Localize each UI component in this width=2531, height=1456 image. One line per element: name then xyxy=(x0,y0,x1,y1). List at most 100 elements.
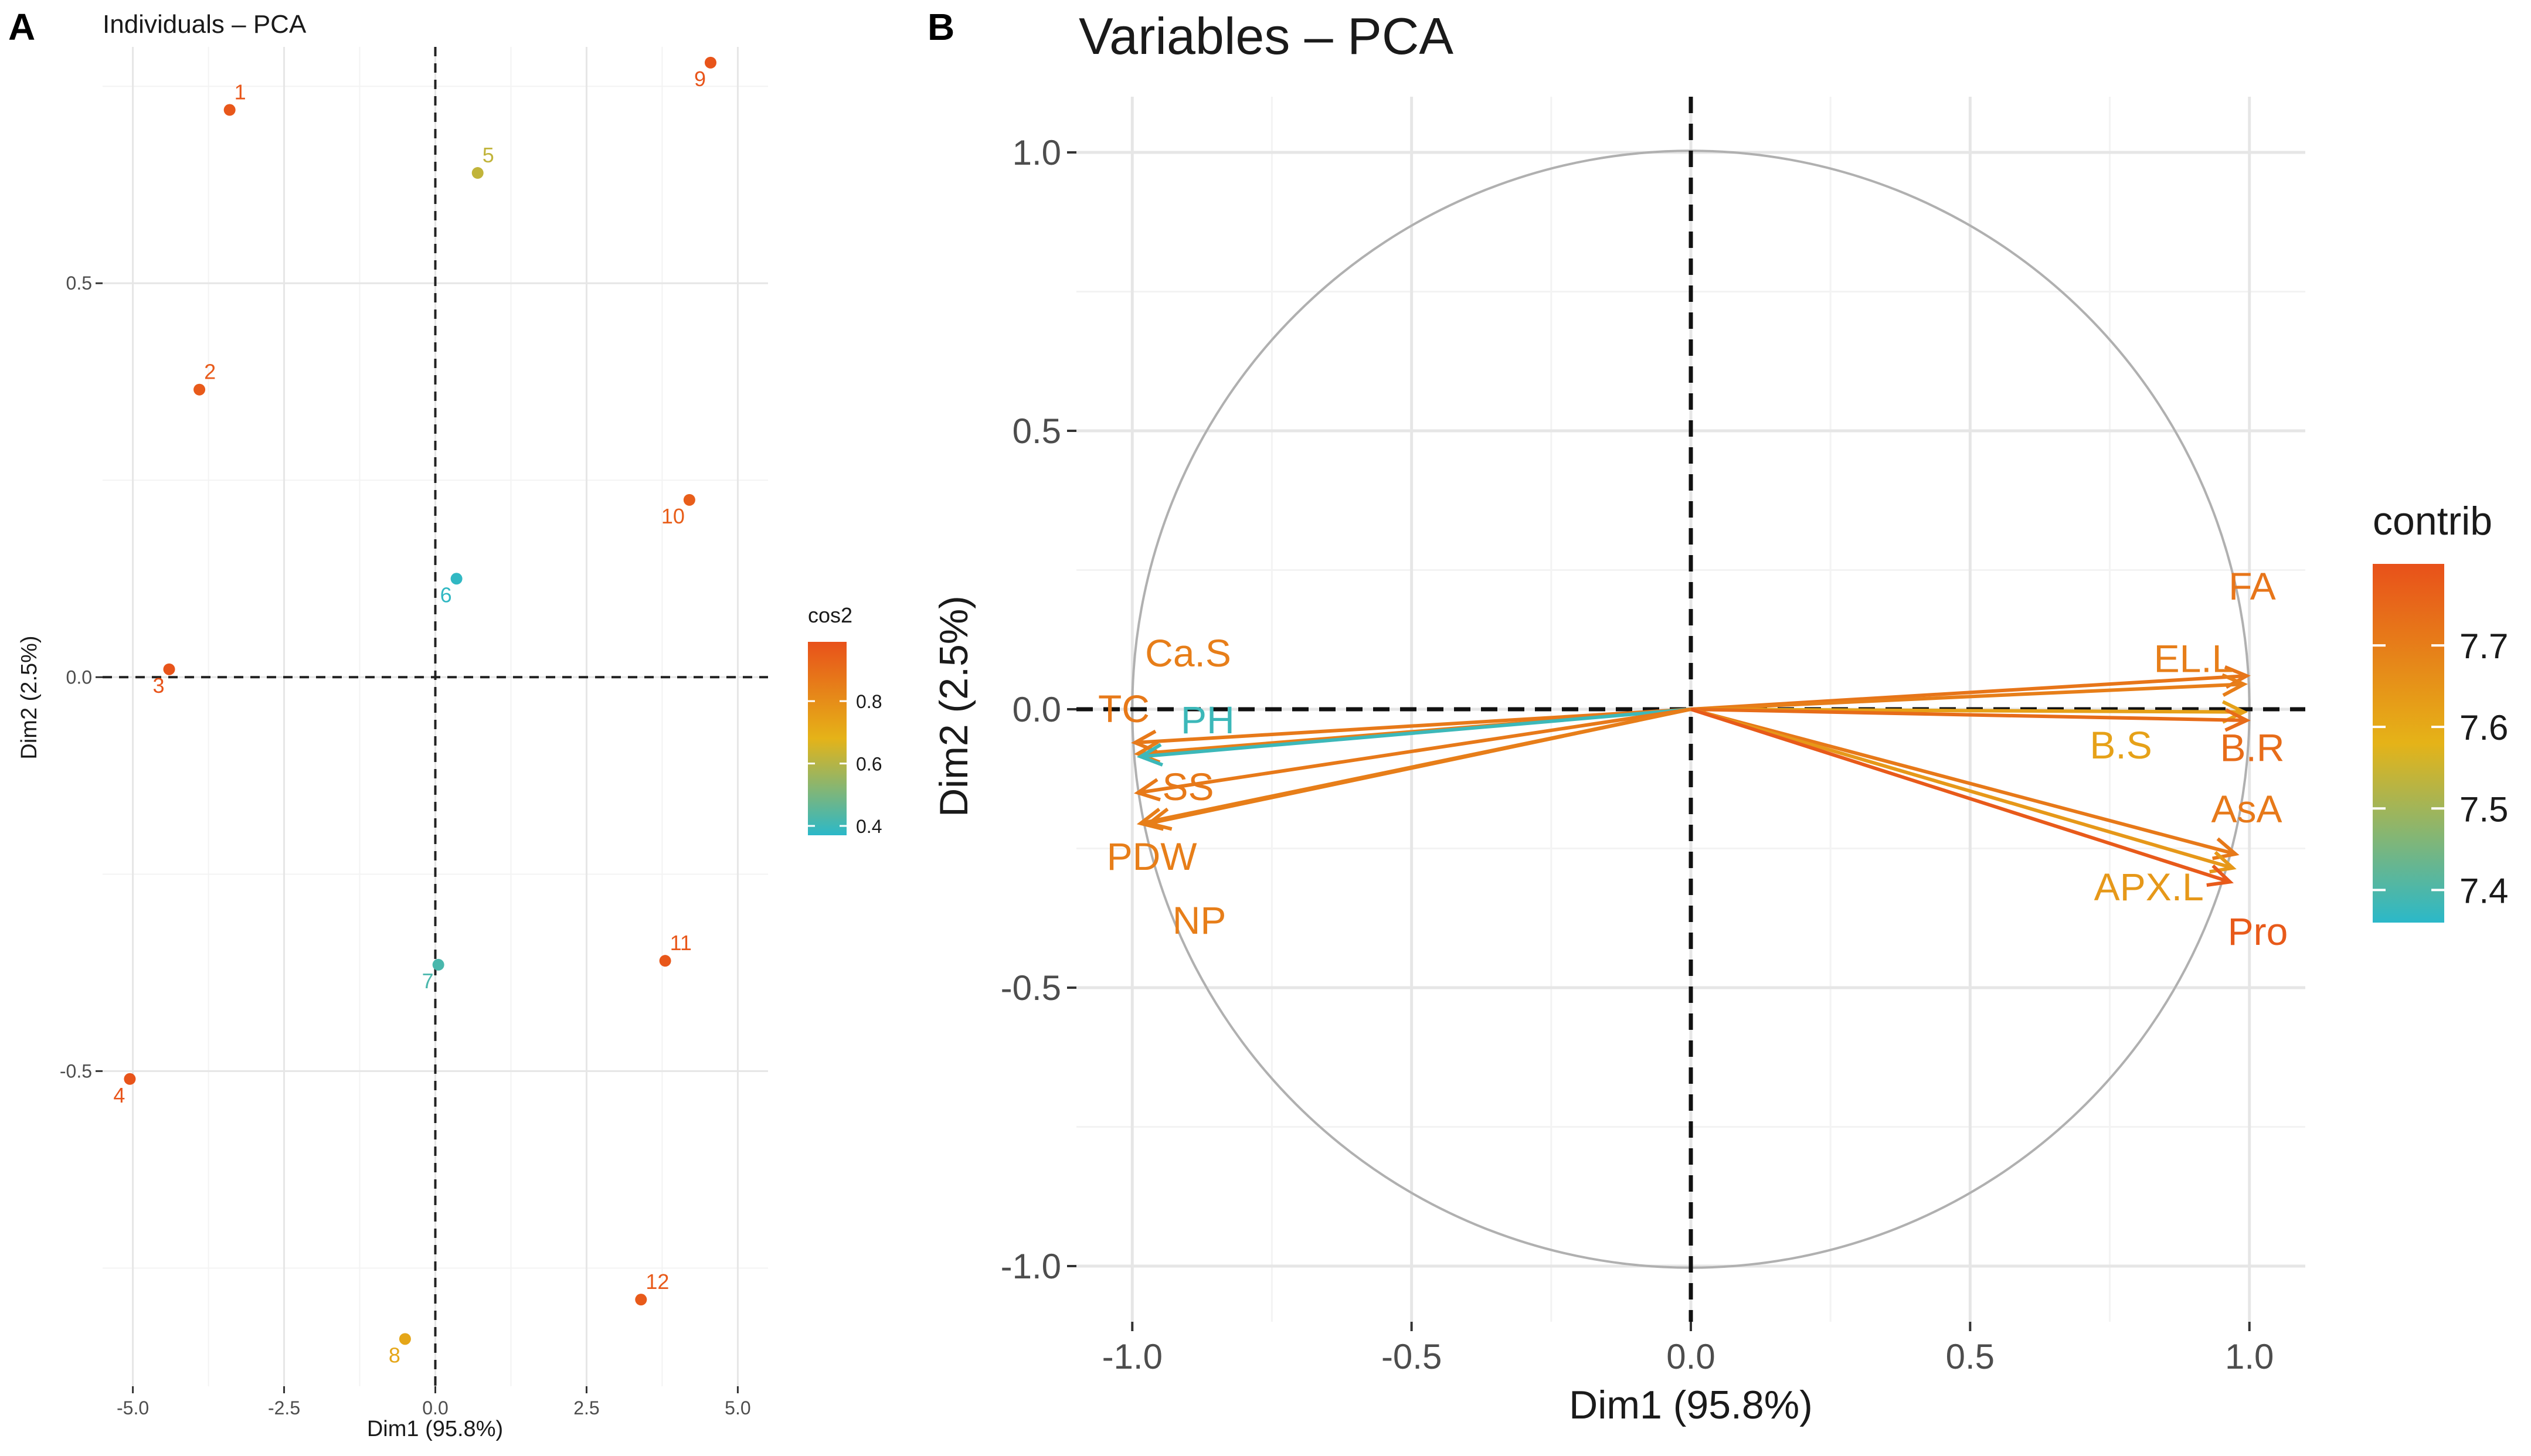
point-4 xyxy=(124,1073,136,1085)
y-tick-label: -0.5 xyxy=(1001,968,1061,1008)
arrow-shaft xyxy=(1149,707,1691,825)
point-3 xyxy=(163,663,175,675)
legend-tick-label: 7.6 xyxy=(2459,708,2508,747)
panel-a-x-ticks: -5.0 -2.5 0.0 2.5 5.0 xyxy=(117,1386,751,1418)
arrow-shaft xyxy=(1690,707,2236,856)
x-tick-label: 0.0 xyxy=(1666,1337,1715,1376)
legend-tick-label: 0.6 xyxy=(856,754,882,775)
point-label: 11 xyxy=(670,931,692,955)
arrow-shaft xyxy=(1690,707,2233,870)
panel-a-y-axis-label: Dim2 (2.5%) xyxy=(17,635,42,759)
variable-label: B.R xyxy=(2220,726,2284,770)
y-tick-label: -1.0 xyxy=(1001,1247,1061,1286)
arrow-ss xyxy=(1133,707,1691,802)
x-tick-label: 0.5 xyxy=(1946,1337,1995,1376)
point-12 xyxy=(635,1294,647,1306)
point-label: 6 xyxy=(440,583,452,607)
variable-label: PH xyxy=(1181,698,1235,741)
point-10 xyxy=(683,494,695,506)
arrow-shaft xyxy=(1690,707,2231,884)
panel-a-zero-lines xyxy=(103,47,768,1386)
panel-b-x-axis-label: Dim1 (95.8%) xyxy=(1569,1383,1813,1427)
point-9 xyxy=(704,56,716,69)
legend-tick-label: 7.5 xyxy=(2459,790,2508,829)
point-label: 7 xyxy=(422,969,434,993)
arrow-b-r xyxy=(1690,707,2251,732)
variable-label: TC xyxy=(1098,687,1150,730)
panel-a-legend-colorbar xyxy=(808,642,847,835)
variable-label: AsA xyxy=(2211,787,2282,831)
arrow-np xyxy=(1145,707,1691,831)
arrow-head xyxy=(1133,778,1161,802)
panel-b-legend-ticks: 7.7 7.6 7.5 7.4 xyxy=(2373,627,2508,910)
panel-a-letter: A xyxy=(8,6,35,48)
variable-label: PDW xyxy=(1107,835,1198,878)
arrow-tc xyxy=(1131,707,1691,753)
y-tick-label: 0.0 xyxy=(66,666,92,688)
arrow-head xyxy=(2221,673,2248,697)
y-tick-label: -0.5 xyxy=(60,1060,92,1081)
y-tick-label: 0.0 xyxy=(1013,690,1061,729)
panel-b-arrows xyxy=(1131,665,2251,887)
point-label: 1 xyxy=(235,80,246,104)
panel-b-legend: contrib 7.7 7.6 7.5 7.4 xyxy=(2373,499,2508,923)
panel-b-y-axis-label: Dim2 (2.5%) xyxy=(932,596,976,817)
x-tick-label: -2.5 xyxy=(268,1397,300,1418)
point-1 xyxy=(223,104,236,116)
arrow-shaft xyxy=(1137,707,1691,795)
x-tick-label: -1.0 xyxy=(1102,1337,1163,1376)
point-8 xyxy=(399,1333,411,1345)
legend-tick-label: 7.7 xyxy=(2459,627,2508,666)
point-6 xyxy=(450,573,463,585)
panel-a-legend-ticks: 0.8 0.6 0.4 xyxy=(808,691,882,837)
panel-b-y-ticks: 1.0 0.5 0.0 -0.5 -1.0 xyxy=(1001,133,1076,1286)
panel-a-y-ticks: 0.5 0.0 -0.5 xyxy=(60,273,103,1081)
arrow-head xyxy=(1145,807,1173,831)
panel-b-title: Variables – PCA xyxy=(1079,7,1453,65)
panel-b-zero-lines xyxy=(1076,97,2305,1322)
arrow-shaft xyxy=(1140,707,1691,758)
arrow-head xyxy=(1136,808,1164,831)
point-11 xyxy=(659,955,671,967)
x-tick-label: 1.0 xyxy=(2225,1337,2274,1376)
arrow-pro xyxy=(1690,707,2234,887)
variable-label: Pro xyxy=(2228,910,2288,953)
point-2 xyxy=(193,383,206,396)
point-label: 8 xyxy=(389,1343,400,1367)
point-label: 5 xyxy=(483,143,494,167)
arrow-head xyxy=(2224,708,2251,732)
panel-a-legend-title: cos2 xyxy=(808,603,852,627)
point-label: 2 xyxy=(204,360,216,384)
point-5 xyxy=(471,167,484,179)
y-tick-label: 1.0 xyxy=(1013,133,1061,172)
y-tick-label: 0.5 xyxy=(1013,411,1061,451)
panel-b-legend-title: contrib xyxy=(2373,499,2492,543)
variable-label: Ca.S xyxy=(1145,631,1231,675)
variable-label: SS xyxy=(1163,765,1214,808)
panel-a-x-axis-label: Dim1 (95.8%) xyxy=(367,1417,503,1441)
y-tick-label: 0.5 xyxy=(66,273,92,294)
arrow-el-l xyxy=(1690,673,2248,711)
arrow-ph xyxy=(1136,707,1691,767)
point-7 xyxy=(432,958,444,971)
variable-label: FA xyxy=(2228,564,2276,608)
arrow-shaft xyxy=(1134,707,1691,744)
legend-tick-label: 7.4 xyxy=(2459,871,2508,910)
x-tick-label: 2.5 xyxy=(573,1397,599,1418)
point-label: 9 xyxy=(694,67,706,91)
legend-tick-label: 0.8 xyxy=(856,691,882,712)
point-label: 3 xyxy=(152,673,164,698)
arrow-shaft xyxy=(1690,707,2247,722)
panel-b-legend-colorbar xyxy=(2373,564,2444,923)
point-label: 4 xyxy=(113,1083,125,1107)
point-label: 12 xyxy=(646,1270,669,1294)
x-tick-label: -5.0 xyxy=(117,1397,149,1418)
variable-label: EL.L xyxy=(2154,637,2234,681)
arrow-head xyxy=(2206,864,2234,887)
x-tick-label: 5.0 xyxy=(725,1397,750,1418)
arrow-head xyxy=(1136,743,1164,767)
panel-a-title: Individuals – PCA xyxy=(103,10,307,39)
